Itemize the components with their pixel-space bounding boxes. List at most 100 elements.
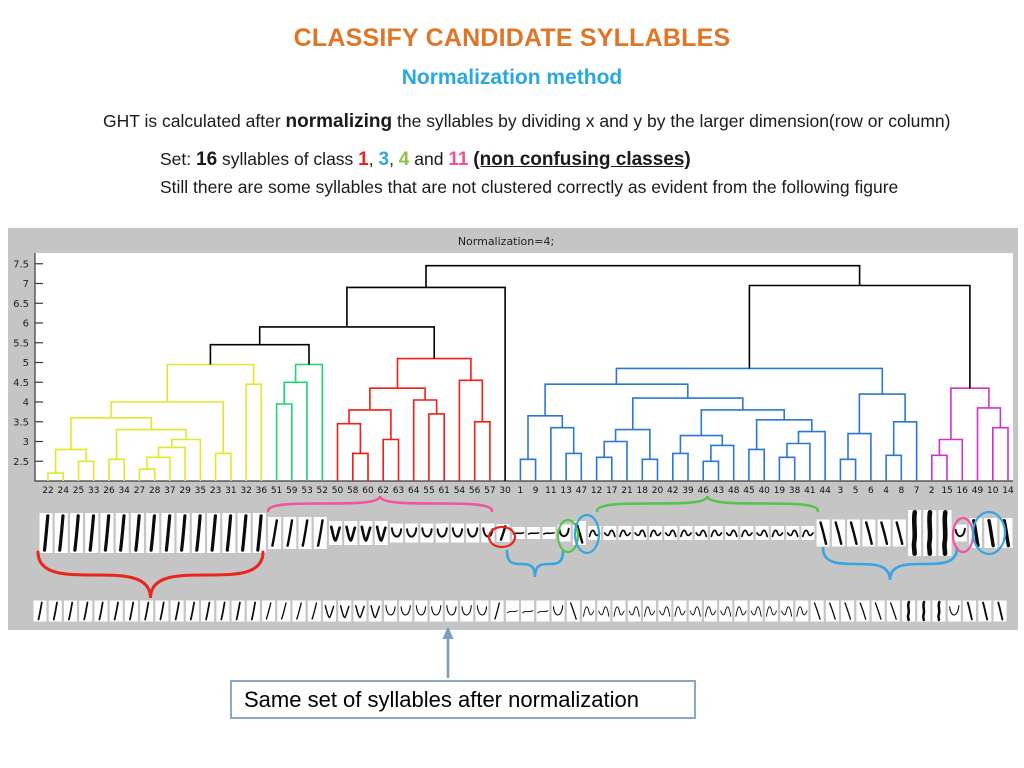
- leaf-label: 54: [454, 486, 466, 496]
- annotation-ellipses: [487, 510, 1007, 556]
- set-line-part: ,: [368, 149, 379, 169]
- leaf-label: 34: [118, 486, 130, 496]
- set-line: Set: 16 syllables of class 1, 3, 4 and 1…: [160, 149, 691, 171]
- intro-bold: normalizing: [285, 111, 393, 132]
- y-tick-label: 4: [23, 398, 29, 409]
- figure-title: Normalization=4;: [458, 235, 554, 248]
- leaf-label: 11: [545, 486, 556, 496]
- leaf-label: 39: [682, 486, 694, 496]
- y-tick-label: 5.5: [13, 338, 29, 349]
- leaf-label: 17: [606, 486, 617, 496]
- y-tick-label: 4.5: [13, 378, 29, 389]
- leaf-label: 26: [103, 486, 115, 496]
- set-line-part: 4: [398, 149, 410, 170]
- leaf-label: 24: [58, 486, 70, 496]
- leaf-label: 62: [378, 486, 389, 496]
- y-tick-label: 5: [23, 358, 29, 369]
- y-tick-label: 6.5: [13, 299, 29, 310]
- slide-subtitle: Normalization method: [401, 66, 623, 89]
- leaf-label: 29: [179, 486, 191, 496]
- intro-line: GHT is calculated after normalizing the …: [103, 111, 950, 133]
- y-tick-label: 3: [23, 437, 29, 448]
- leaf-label: 28: [149, 486, 161, 496]
- leaf-label: 18: [637, 486, 649, 496]
- leaf-label: 6: [868, 486, 874, 496]
- set-line-part: Set:: [160, 149, 196, 169]
- leaf-label: 55: [423, 486, 434, 496]
- leaf-label: 48: [728, 486, 740, 496]
- ellipse-annotation: [487, 525, 517, 549]
- leaf-label: 42: [667, 486, 678, 496]
- leaf-label: 64: [408, 486, 420, 496]
- intro-post: the syllables by dividing x and y by the…: [392, 111, 951, 131]
- brace-annotation: [595, 495, 820, 513]
- y-tick-label: 6: [23, 319, 29, 330]
- leaf-label: 32: [240, 486, 251, 496]
- ellipse-annotation: [573, 513, 601, 555]
- leaf-label: 4: [883, 486, 889, 496]
- ellipse-annotation: [971, 510, 1007, 556]
- set-line-part: 16: [196, 149, 218, 170]
- leaf-label: 51: [271, 486, 282, 496]
- leaf-label: 46: [698, 486, 710, 496]
- leaf-label: 23: [210, 486, 221, 496]
- set-line-part: ,: [389, 149, 399, 169]
- leaf-label: 53: [301, 486, 312, 496]
- leaf-label: 30: [499, 486, 511, 496]
- leaf-label: 5: [853, 486, 859, 496]
- set-line-part: syllables of class: [217, 149, 359, 169]
- leaf-label: 50: [332, 486, 344, 496]
- leaf-label: 35: [195, 486, 206, 496]
- leaf-label: 45: [743, 486, 754, 496]
- intro-pre: GHT is calculated after: [103, 111, 286, 131]
- leaf-label: 7: [914, 486, 920, 496]
- ellipse-annotation: [556, 518, 580, 554]
- leaf-label: 49: [972, 486, 984, 496]
- annotation-braces: [36, 495, 959, 599]
- leaf-label: 9: [533, 486, 539, 496]
- leaf-label: 36: [256, 486, 268, 496]
- leaf-label: 14: [1002, 486, 1014, 496]
- leaf-label: 10: [987, 486, 999, 496]
- leaf-label: 37: [164, 486, 175, 496]
- y-tick-label: 7: [23, 279, 29, 290]
- leaf-label: 47: [576, 486, 587, 496]
- leaf-label: 40: [758, 486, 770, 496]
- leaf-label: 31: [225, 486, 236, 496]
- leaf-label: 22: [42, 486, 53, 496]
- leaf-label: 56: [469, 486, 481, 496]
- brace-annotation: [266, 495, 494, 513]
- leaf-label: 57: [484, 486, 495, 496]
- set-line-part: and: [409, 149, 449, 169]
- leaf-label: 27: [134, 486, 145, 496]
- leaf-label: 61: [438, 486, 449, 496]
- leaf-label: 16: [957, 486, 969, 496]
- set-line-part: 3: [378, 149, 390, 170]
- y-tick-label: 2.5: [13, 457, 29, 468]
- leaf-label: 52: [317, 486, 328, 496]
- caption-text: Same set of syllables after normalizatio…: [244, 686, 639, 712]
- leaf-label: 19: [774, 486, 786, 496]
- leaf-label: 44: [819, 486, 831, 496]
- leaf-label: 1: [518, 486, 524, 496]
- set-line-part: 11: [448, 149, 469, 170]
- leaf-label: 3: [838, 486, 844, 496]
- set-line-part: (non confusing classes): [473, 149, 691, 170]
- leaf-label: 21: [621, 486, 632, 496]
- syllable-strip-original: [39, 509, 1013, 556]
- leaf-label: 13: [560, 486, 571, 496]
- axes: 2.5 3 3.5 4 4.5 5 5.5 6 6.5 7 7.5: [13, 253, 1013, 482]
- leaf-label: 58: [347, 486, 359, 496]
- leaf-label: 12: [591, 486, 602, 496]
- y-tick-label: 3.5: [13, 417, 29, 428]
- leaf-label: 25: [73, 486, 84, 496]
- leaf-label: 20: [652, 486, 664, 496]
- leaf-label: 63: [393, 486, 404, 496]
- leaf-label: 43: [713, 486, 724, 496]
- caption-box: Same set of syllables after normalizatio…: [230, 680, 696, 719]
- slide-title: CLASSIFY CANDIDATE SYLLABLES: [293, 24, 731, 52]
- leaf-label: 60: [362, 486, 374, 496]
- still-line: Still there are some syllables that are …: [160, 177, 899, 197]
